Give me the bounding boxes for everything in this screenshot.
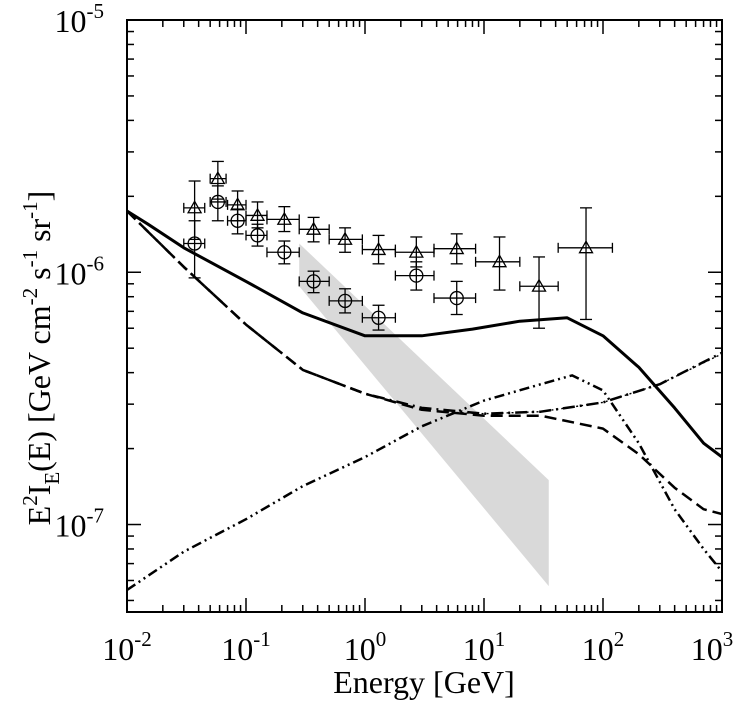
- y-tick-label-base: 10: [55, 508, 87, 544]
- y-label-s: s: [21, 267, 57, 287]
- y-tick-label-base: 10: [55, 3, 87, 39]
- gray-band-layer: [299, 243, 549, 587]
- triangle-marker: [210, 170, 226, 185]
- triangle-marker: [531, 278, 547, 292]
- x-tick-label-base: 10: [102, 631, 134, 667]
- curve-dash-dot-dot: [126, 374, 723, 592]
- y-axis-label: E2IE(E) [GeV cm-2 s-1 sr-1]: [18, 191, 64, 526]
- triangle-marker: [337, 231, 353, 245]
- x-tick-label-base: 10: [691, 631, 723, 667]
- x-tick-label: 102: [582, 627, 625, 667]
- y-tick-label-exp: -5: [87, 0, 105, 23]
- curve-dashed: [126, 210, 723, 516]
- circle-marker: [250, 228, 265, 243]
- x-tick-label-exp: -2: [134, 627, 152, 651]
- x-tick-label-exp: -1: [253, 627, 271, 651]
- circle-marker: [371, 310, 386, 325]
- x-tick-label: 10-1: [221, 627, 271, 667]
- x-tick-label-exp: 1: [495, 627, 506, 651]
- triangle-marker: [370, 241, 387, 256]
- data-points-layer: [183, 160, 614, 331]
- model-curves-layer: [126, 209, 723, 592]
- x-tick-label-base: 10: [221, 631, 253, 667]
- x-tick-label: 100: [344, 627, 387, 667]
- triangle-marker: [305, 221, 322, 235]
- y-label-sub-e: E: [40, 472, 64, 485]
- y-label-sup-2: 2: [18, 495, 42, 506]
- x-tick-label-base: 10: [582, 631, 614, 667]
- x-tick-label: 10-2: [102, 627, 152, 667]
- circle-marker: [187, 236, 202, 251]
- triangle-marker: [249, 207, 266, 221]
- circle-marker: [306, 274, 321, 289]
- curve-dash-dot: [126, 210, 723, 415]
- x-tick-label: 103: [691, 627, 734, 667]
- triangle-marker: [408, 244, 424, 258]
- curve-dotted: [436, 353, 723, 415]
- x-tick-label-exp: 0: [376, 627, 387, 651]
- y-label-sup-m1a: -1: [18, 250, 42, 268]
- circle-marker: [230, 213, 245, 228]
- circle-marker: [409, 268, 424, 283]
- y-tick-label: 10-5: [55, 0, 105, 39]
- y-label-unit-1: (E) [GeV cm: [21, 305, 57, 472]
- shaded-band: [299, 243, 549, 587]
- x-axis-label: Energy [GeV]: [333, 664, 515, 700]
- triangle-marker: [578, 240, 594, 254]
- y-label-sup-m1b: -1: [18, 201, 42, 219]
- y-tick-label: 10-6: [55, 251, 105, 291]
- x-tick-label: 101: [463, 627, 506, 667]
- y-label-sup-m2: -2: [18, 288, 42, 306]
- y-tick-label: 10-7: [55, 504, 105, 544]
- circle-marker: [277, 245, 292, 260]
- x-tick-label-exp: 3: [723, 627, 734, 651]
- x-tick-label-base: 10: [463, 631, 495, 667]
- triangle-marker: [276, 211, 292, 225]
- triangle-marker: [449, 240, 465, 255]
- circle-marker: [449, 290, 464, 306]
- x-tick-label-exp: 2: [614, 627, 625, 651]
- circle-marker: [210, 194, 225, 210]
- plot-frame: [126, 19, 723, 613]
- y-label-sr: sr: [21, 218, 57, 249]
- circle-marker: [337, 293, 353, 309]
- curve-solid: [126, 209, 723, 459]
- y-label-e: E: [21, 506, 57, 526]
- y-tick-label-exp: -6: [87, 251, 105, 275]
- y-label-close: ]: [21, 191, 57, 202]
- y-tick-label-base: 10: [55, 255, 87, 291]
- triangle-marker: [186, 200, 203, 214]
- triangle-marker: [491, 254, 508, 268]
- y-tick-label-exp: -7: [87, 504, 105, 528]
- y-label-i: I: [21, 485, 57, 496]
- x-tick-label-base: 10: [344, 631, 376, 667]
